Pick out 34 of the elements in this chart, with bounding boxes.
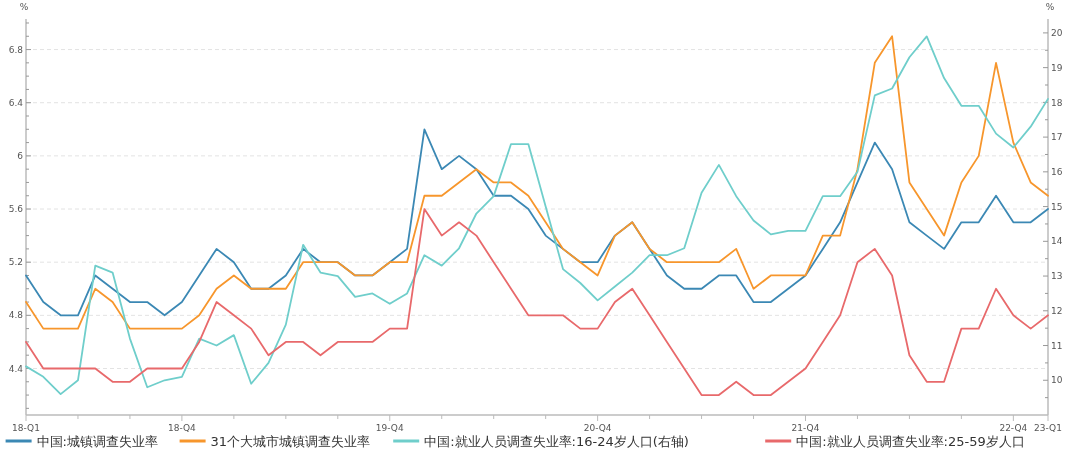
legend-label: 中国:城镇调查失业率 [36,434,158,449]
line-series [25,35,1049,396]
y2-tick-label: 20 [1051,28,1063,39]
y2-tick-label: 10 [1051,375,1063,386]
y2-tick-label: 12 [1051,305,1063,316]
x-tick-label: 23-Q1 [1034,423,1062,433]
y2-axis-title: % [1045,2,1055,12]
x-tick-label: 18-Q1 [12,423,40,433]
legend-label: 中国:就业人员调查失业率:16-24岁人口(右轴) [424,434,689,449]
legend-label: 31个大城市城镇调查失业率 [210,434,371,449]
y2-tick-label: 18 [1051,97,1063,108]
y2-tick-label: 17 [1051,132,1063,143]
y2-tick-label: 16 [1051,166,1063,177]
x-tick-label: 21-Q4 [791,423,820,433]
legend-label: 中国:就业人员调查失业率:25-59岁人口 [796,434,1025,449]
line-series [25,35,1049,330]
y2-tick-label: 14 [1051,236,1063,247]
x-tick-label: 20-Q4 [583,423,612,433]
x-tick-label: 19-Q4 [375,423,404,433]
y-tick-label: 5.2 [8,257,23,268]
y2-tick-label: 15 [1051,201,1063,212]
y-tick-label: 5.6 [8,204,24,215]
y-tick-label: 4.4 [8,363,24,374]
line-series [25,208,1049,396]
y-tick-label: 4.8 [8,310,24,321]
x-tick-label: 18-Q4 [167,423,197,433]
y-tick-label: 6.8 [8,44,24,55]
y-tick-label: 6 [17,151,24,162]
y2-tick-label: 13 [1051,271,1063,282]
y-axis-title: % [19,2,29,12]
y2-tick-label: 11 [1051,340,1063,351]
y2-tick-label: 19 [1051,62,1063,73]
y-tick-label: 6.4 [8,97,24,108]
x-tick-label: 22-Q4 [999,423,1028,433]
